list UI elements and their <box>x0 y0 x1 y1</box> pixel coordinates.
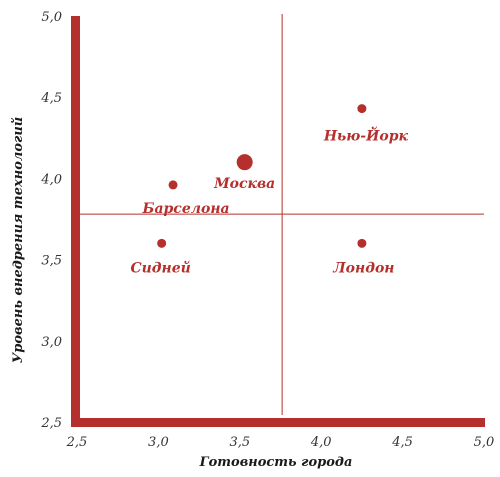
y-tick-label: 3,5 <box>41 254 62 269</box>
y-tick-label: 3,0 <box>41 335 62 350</box>
y-tick-label: 2,5 <box>40 416 62 431</box>
data-point <box>236 154 253 171</box>
data-point <box>157 238 167 248</box>
y-tick-label: 4,5 <box>40 91 62 106</box>
data-point-label: Нью-Йорк <box>323 126 409 145</box>
data-point-label: Барселона <box>141 201 229 217</box>
x-tick-labels: 2,5 3,0 3,5 4,0 4,5 5,0 <box>66 435 495 450</box>
data-point-label: Лондон <box>332 260 394 276</box>
x-tick-label: 4,5 <box>391 435 413 450</box>
x-axis-title: Готовность города <box>199 455 353 470</box>
y-tick-label: 4,0 <box>40 172 62 187</box>
y-tick-label: 5,0 <box>41 10 62 25</box>
data-points: Нью-Йорк Москва Барселона Сидней Лондон <box>130 104 408 276</box>
data-point <box>168 180 178 190</box>
x-tick-label: 3,5 <box>229 435 250 450</box>
x-axis-line <box>71 418 485 427</box>
y-axis-title: Уровень внедрения технологий <box>11 117 26 364</box>
data-point-label: Москва <box>213 176 275 192</box>
x-tick-label: 2,5 <box>66 435 88 450</box>
x-tick-label: 5,0 <box>474 435 495 450</box>
x-tick-label: 3,0 <box>148 435 169 450</box>
x-tick-label: 4,0 <box>310 435 332 450</box>
reference-lines <box>80 14 484 415</box>
y-axis-line <box>71 16 80 427</box>
data-point <box>357 104 367 114</box>
axes <box>71 16 485 427</box>
y-tick-labels: 2,5 3,0 3,5 4,0 4,5 5,0 <box>40 10 62 431</box>
data-point <box>357 238 367 248</box>
data-point-label: Сидней <box>130 259 190 276</box>
